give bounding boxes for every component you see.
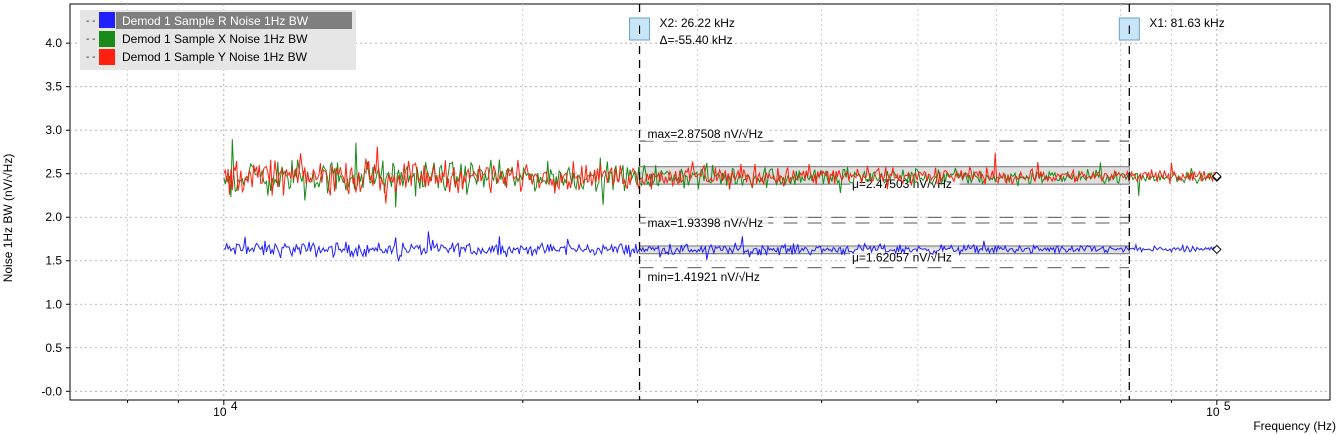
legend-item-y-dash: - - — [86, 52, 95, 63]
xy-max-label-bg — [645, 126, 769, 142]
r-mean-label: μ=1.62057 nV/√Hz — [852, 250, 952, 264]
legend-item-x-dash: - - — [86, 34, 95, 45]
x-axis-title: Frequency (Hz) — [1253, 419, 1336, 433]
legend-label-x: Demod 1 Sample X Noise 1Hz BW — [122, 32, 308, 46]
x-tick-exponent: 4 — [231, 399, 238, 413]
x-tick-exponent: 5 — [1224, 399, 1231, 413]
y-tick-label: 3.0 — [45, 123, 62, 137]
legend-item-y[interactable]: - - Demod 1 Sample Y Noise 1Hz BW — [86, 49, 308, 65]
r-max-label: max=1.93398 nV/√Hz — [648, 216, 764, 230]
legend-swatch-r — [99, 12, 115, 28]
legend[interactable]: - - Demod 1 Sample R Noise 1Hz BW - - De… — [80, 10, 356, 70]
cursor-x2-delta: Δ=-55.40 kHz — [660, 33, 733, 47]
x-tick-label: 10 — [213, 405, 227, 419]
legend-item-r-highlight — [116, 12, 352, 29]
r-min-label: min=1.41921 nV/√Hz — [648, 270, 760, 284]
legend-swatch-x — [99, 31, 115, 47]
y-tick-label: 1.0 — [45, 297, 62, 311]
y-tick-label: 0.5 — [45, 341, 62, 355]
y-tick-label: 3.5 — [45, 80, 62, 94]
series-y-end-marker — [1212, 171, 1222, 182]
cursor-x2-badge: I — [638, 23, 641, 37]
cursor-x1-label: X1: 81.63 kHz — [1149, 16, 1224, 30]
series-y-line — [223, 146, 1218, 204]
series-r-line — [223, 231, 1218, 262]
legend-item-r[interactable]: - - Demod 1 Sample R Noise 1Hz BW — [86, 12, 352, 29]
cursor-x1-handle[interactable] — [1118, 17, 1140, 41]
cursor-x1-badge: I — [1128, 23, 1131, 37]
cursor-x2-label: X2: 26.22 kHz — [660, 16, 735, 30]
r-min-label-bg — [645, 268, 769, 284]
axes: 4.0 3.5 3.0 2.5 2.0 1.5 1.0 0.5 -0.0 10 4 10 5 — [41, 36, 1231, 419]
y-axis-title: Noise 1Hz BW (nV/√Hz) — [1, 154, 15, 283]
series-lines — [223, 139, 1222, 262]
y-tick-label: 2.5 — [45, 167, 62, 181]
y-tick-label: 4.0 — [45, 36, 62, 50]
cursor-x2-handle[interactable] — [629, 17, 651, 41]
x-tick-label: 10 — [1206, 405, 1220, 419]
series-r-end-marker — [1212, 244, 1222, 255]
y-tick-label: -0.0 — [41, 384, 62, 398]
cursors[interactable]: I X2: 26.22 kHz Δ=-55.40 kHz I X1: 81.63 kHz — [629, 4, 1225, 400]
y-tick-label: 1.5 — [45, 254, 62, 268]
legend-swatch-y — [99, 49, 115, 65]
r-max-label-bg — [645, 214, 769, 230]
y-tick-label: 2.0 — [45, 210, 62, 224]
legend-item-r-dash: - - — [86, 16, 95, 27]
legend-label-r: Demod 1 Sample R Noise 1Hz BW — [122, 14, 309, 28]
legend-item-x[interactable]: - - Demod 1 Sample X Noise 1Hz BW — [86, 31, 308, 47]
xy-max-label: max=2.87508 nV/√Hz — [648, 127, 764, 141]
legend-label-y: Demod 1 Sample Y Noise 1Hz BW — [122, 50, 308, 64]
r-mean-label-bg — [850, 249, 960, 265]
